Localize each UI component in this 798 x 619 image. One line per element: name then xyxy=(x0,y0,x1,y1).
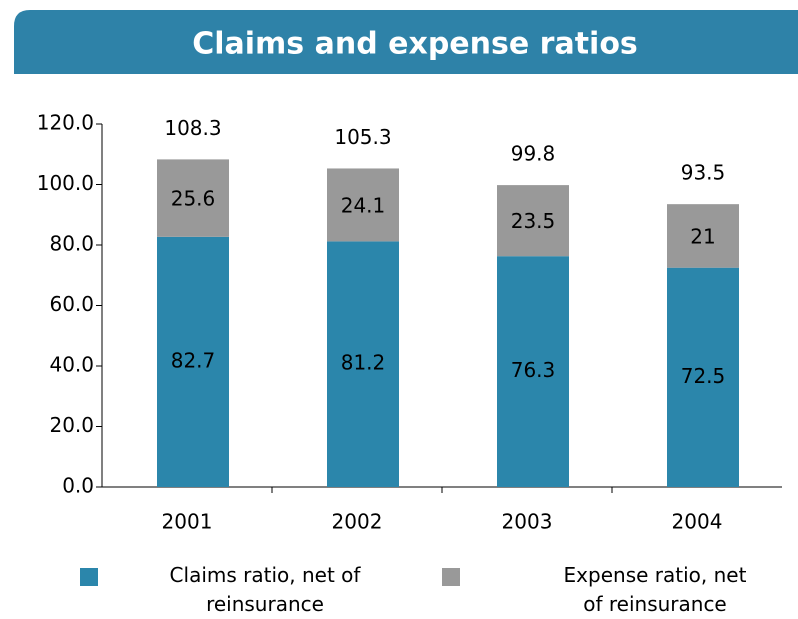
title-bar xyxy=(14,10,798,74)
total-label: 105.3 xyxy=(334,125,391,149)
bar-segment xyxy=(497,185,569,257)
legend-swatch xyxy=(442,568,460,586)
chart-title: Claims and expense ratios xyxy=(192,27,638,62)
y-tick-label: 80.0 xyxy=(49,232,94,256)
value-label: 72.5 xyxy=(681,364,726,388)
bar-segment xyxy=(157,159,229,237)
y-tick-label: 40.0 xyxy=(49,353,94,377)
x-tick-label: 2004 xyxy=(672,510,723,534)
legend-label: Claims ratio, net of reinsurance xyxy=(169,563,361,616)
value-label: 25.6 xyxy=(171,187,216,211)
value-label: 23.5 xyxy=(511,209,556,233)
x-tick-label: 2001 xyxy=(162,510,213,534)
bar-segment xyxy=(667,204,739,268)
value-label: 24.1 xyxy=(341,193,386,217)
bar-segment xyxy=(667,267,739,487)
total-label: 93.5 xyxy=(681,161,726,185)
bar-segment xyxy=(327,168,399,242)
x-tick-label: 2002 xyxy=(332,510,383,534)
value-label: 21 xyxy=(690,224,715,248)
legend-swatch xyxy=(80,568,98,586)
value-label: 81.2 xyxy=(341,351,386,375)
y-tick-label: 120.0 xyxy=(37,111,94,135)
total-label: 108.3 xyxy=(164,116,221,140)
total-label: 99.8 xyxy=(511,142,556,166)
bar-segment xyxy=(157,236,229,487)
x-tick-label: 2003 xyxy=(502,510,553,534)
y-tick-label: 100.0 xyxy=(37,171,94,195)
legend-label: Expense ratio, net of reinsurance xyxy=(563,563,747,616)
value-label: 82.7 xyxy=(171,348,216,372)
value-label: 76.3 xyxy=(511,358,556,382)
bar-segment xyxy=(497,256,569,487)
y-tick-label: 60.0 xyxy=(49,292,94,316)
y-tick-label: 0.0 xyxy=(62,474,94,498)
y-tick-label: 20.0 xyxy=(49,413,94,437)
bar-segment xyxy=(327,241,399,487)
